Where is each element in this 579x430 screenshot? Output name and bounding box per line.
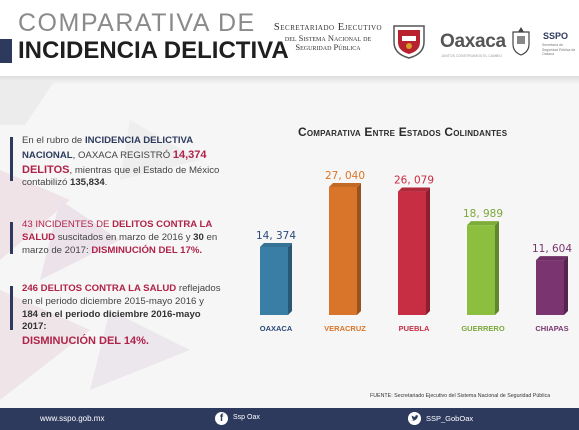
bar-guerrero — [467, 225, 495, 315]
block-3-text-2: en el periodo diciembre 2016-mayo 2017: — [22, 308, 201, 333]
header-shadow — [0, 76, 579, 84]
category-label-puebla: PUEBLA — [399, 324, 430, 333]
block-1-text-3: , mientras que el Estado de México conta… — [22, 164, 220, 189]
block-1-text-2: , OAXACA REGISTRÓ — [72, 149, 173, 161]
bar-puebla — [398, 191, 426, 315]
text-block-3: 246 DELITOS CONTRA LA SALUD reflejados e… — [22, 283, 222, 349]
block-3-decrease: DISMINUCIÓN DEL 14%. — [22, 335, 149, 347]
bar-top-guerrero — [467, 221, 499, 226]
value-label-oaxaca: 14, 374 — [256, 230, 296, 242]
bar-top-oaxaca — [260, 242, 292, 247]
bar-side-oaxaca — [288, 242, 292, 315]
value-label-chiapas: 11, 604 — [532, 243, 572, 255]
block-3-text: reflejados en el periodo diciembre 2015-… — [22, 283, 221, 307]
title-line-2: INCIDENCIA DELICTIVA — [18, 37, 289, 64]
sesnsp-line-1: Secretariado Ejecutivo — [273, 22, 383, 33]
decorative-shapes — [0, 80, 200, 400]
bar-veracruz — [329, 187, 357, 315]
value-label-puebla: 26, 079 — [394, 175, 434, 187]
block-2-text-3: en marzo de 2017: — [22, 231, 218, 256]
oaxaca-crest-icon — [512, 27, 530, 56]
bar-top-puebla — [398, 187, 430, 192]
bar-side-puebla — [426, 187, 430, 315]
title-line-1: COMPARATIVA DE — [18, 9, 256, 37]
block-1-delitos: 14,374 DELITOS — [22, 148, 207, 176]
category-label-guerrero: GUERRERO — [461, 324, 505, 333]
value-label-veracruz: 27, 040 — [325, 170, 365, 182]
bar-chiapas — [536, 260, 564, 315]
block-3-value: 184 — [22, 308, 39, 320]
twitter-icon[interactable] — [408, 412, 421, 425]
header: COMPARATIVA DE INCIDENCIA DELICTIVA Secr… — [0, 0, 579, 76]
ssp-logo: SSPO — [543, 31, 569, 41]
oaxaca-logo-text: Oaxaca — [440, 31, 506, 52]
title-accent-bar — [0, 39, 12, 63]
sesnsp-line-2: del Sistema Nacional de — [284, 32, 372, 43]
text-block-2: 43 INCIDENTES DE DELITOS CONTRA LA SALUD… — [22, 219, 222, 257]
block-2-value: 30 — [193, 231, 204, 243]
category-label-chiapas: CHIAPAS — [535, 324, 568, 333]
bar-chart: 14, 374 OAXACA 27, 040 VERACRUZ 26, 079 PUEBL… — [256, 170, 572, 333]
block-1-edomex-value: 135,834 — [70, 177, 105, 189]
footer-facebook-link[interactable]: Ssp Oax — [233, 414, 260, 421]
bar-oaxaca — [260, 246, 288, 315]
ssp-logo-subtitle: Secretaría de Seguridad Pública de Oaxac… — [542, 43, 576, 57]
facebook-icon[interactable]: f — [215, 412, 228, 425]
value-label-guerrero: 18, 989 — [463, 208, 503, 220]
oaxaca-logo-subtitle: JUNTOS CONSTRUIMOS EL CAMBIO — [441, 54, 503, 58]
block-3-highlight: 246 DELITOS CONTRA LA SALUD — [22, 283, 177, 294]
block-1-indicator — [10, 137, 13, 181]
oaxaca-logo: Oaxaca — [440, 31, 506, 53]
block-1-highlight: INCIDENCIA DELICTIVA NACIONAL — [22, 135, 193, 161]
block-1-text: En el rubro de — [22, 135, 85, 146]
block-1-end: . — [104, 177, 108, 189]
block-2-text: 43 INCIDENTES DE — [22, 219, 113, 230]
source-note: FUENTE: Secretariado Ejecutivo del Siste… — [370, 393, 551, 399]
text-block-1: En el rubro de INCIDENCIA DELICTIVA NACI… — [22, 135, 222, 190]
footer-website-link[interactable]: www.sspo.gob.mx — [40, 414, 105, 423]
category-label-veracruz: VERACRUZ — [324, 324, 366, 333]
block-2-decrease: DISMINUCIÓN DEL 17%. — [91, 244, 203, 256]
bar-top-chiapas — [536, 256, 568, 261]
sesnsp-shield-icon — [393, 25, 425, 59]
category-label-oaxaca: OAXACA — [260, 324, 293, 333]
bar-top-veracruz — [329, 183, 361, 188]
bar-side-chiapas — [564, 256, 568, 315]
bar-side-veracruz — [357, 183, 361, 315]
chart-title: Comparativa Entre Estados Colindantes — [298, 125, 508, 139]
block-2-text-2: suscitados en marzo de 2016 y — [55, 231, 194, 243]
block-2-indicator — [10, 222, 13, 254]
block-2-highlight: DELITOS CONTRA LA SALUD — [22, 219, 212, 243]
footer: www.sspo.gob.mx f Ssp Oax SSP_GobOax — [0, 408, 579, 430]
block-3-indicator — [10, 286, 13, 330]
footer-twitter-link[interactable]: SSP_GobOax — [426, 414, 474, 423]
sesnsp-line-3: Seguridad Pública — [295, 41, 361, 52]
sesnsp-logo-text: Secretariado Ejecutivo del Sistema Nacio… — [272, 22, 384, 52]
bar-side-guerrero — [495, 221, 499, 315]
